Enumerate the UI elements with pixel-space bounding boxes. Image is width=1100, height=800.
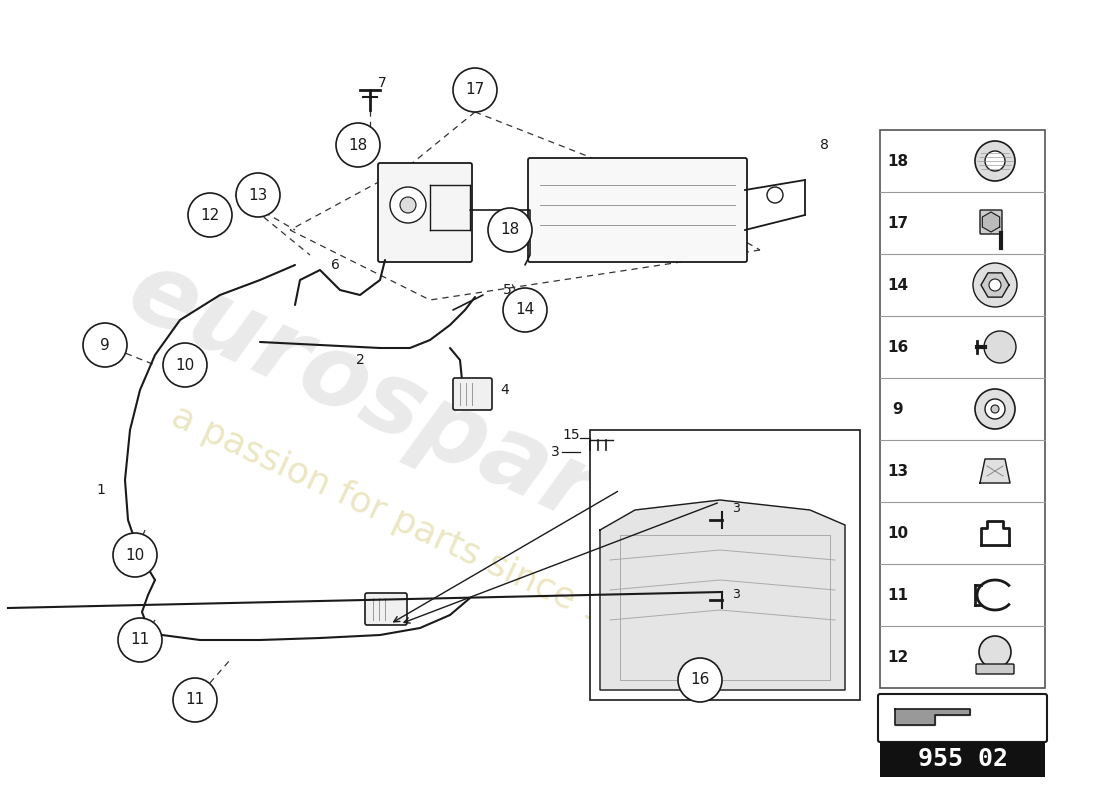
FancyBboxPatch shape	[453, 378, 492, 410]
Circle shape	[173, 678, 217, 722]
Text: 5: 5	[503, 283, 512, 297]
Circle shape	[767, 187, 783, 203]
Polygon shape	[600, 500, 845, 690]
Text: 10: 10	[125, 547, 144, 562]
Text: 10: 10	[888, 526, 909, 541]
Text: 15: 15	[562, 428, 580, 442]
Circle shape	[678, 658, 722, 702]
Text: 17: 17	[888, 215, 909, 230]
Text: 955 02: 955 02	[917, 747, 1008, 771]
Circle shape	[975, 389, 1015, 429]
Circle shape	[984, 399, 1005, 419]
Text: 12: 12	[200, 207, 220, 222]
Polygon shape	[982, 212, 1000, 232]
Text: 11: 11	[888, 587, 909, 602]
Text: a passion for parts since 1985: a passion for parts since 1985	[166, 399, 674, 661]
Text: 7: 7	[378, 76, 387, 90]
Text: 16: 16	[888, 339, 909, 354]
Text: 9: 9	[893, 402, 903, 417]
Text: 6: 6	[331, 258, 340, 272]
Text: 2: 2	[355, 353, 364, 367]
FancyBboxPatch shape	[378, 163, 472, 262]
Circle shape	[163, 343, 207, 387]
Text: eurospares: eurospares	[113, 242, 727, 598]
Text: 3: 3	[551, 445, 560, 459]
Bar	[880, 130, 1045, 688]
Circle shape	[503, 288, 547, 332]
Circle shape	[236, 173, 280, 217]
Polygon shape	[981, 273, 1009, 297]
Text: 1: 1	[96, 483, 104, 497]
Text: 13: 13	[249, 187, 267, 202]
FancyBboxPatch shape	[976, 664, 1014, 674]
Text: 8: 8	[820, 138, 829, 152]
Circle shape	[118, 618, 162, 662]
FancyBboxPatch shape	[980, 210, 1002, 234]
Text: 11: 11	[186, 693, 205, 707]
Text: 4: 4	[500, 383, 508, 397]
Text: 12: 12	[888, 650, 909, 665]
Text: 16: 16	[691, 673, 710, 687]
Bar	[880, 742, 1045, 777]
Text: 11: 11	[131, 633, 150, 647]
Text: 18: 18	[888, 154, 909, 169]
Text: 13: 13	[888, 463, 909, 478]
FancyBboxPatch shape	[528, 158, 747, 262]
Circle shape	[991, 405, 999, 413]
Text: 17: 17	[465, 82, 485, 98]
Circle shape	[984, 331, 1016, 363]
Polygon shape	[895, 709, 970, 725]
Text: 3: 3	[732, 502, 740, 514]
Circle shape	[336, 123, 380, 167]
Circle shape	[979, 636, 1011, 668]
Text: 18: 18	[500, 222, 519, 238]
Circle shape	[82, 323, 126, 367]
Circle shape	[113, 533, 157, 577]
Circle shape	[974, 263, 1018, 307]
Text: 14: 14	[516, 302, 535, 318]
Circle shape	[488, 208, 532, 252]
Circle shape	[989, 279, 1001, 291]
Circle shape	[453, 68, 497, 112]
FancyBboxPatch shape	[365, 593, 407, 625]
Text: 14: 14	[888, 278, 909, 293]
Circle shape	[188, 193, 232, 237]
FancyBboxPatch shape	[878, 694, 1047, 742]
Text: 3: 3	[732, 589, 740, 602]
Text: 10: 10	[175, 358, 195, 373]
Bar	[590, 430, 860, 700]
Circle shape	[984, 151, 1005, 171]
Circle shape	[400, 197, 416, 213]
Text: 9: 9	[100, 338, 110, 353]
Text: 18: 18	[349, 138, 367, 153]
Circle shape	[390, 187, 426, 223]
Circle shape	[975, 141, 1015, 181]
Polygon shape	[980, 459, 1010, 483]
